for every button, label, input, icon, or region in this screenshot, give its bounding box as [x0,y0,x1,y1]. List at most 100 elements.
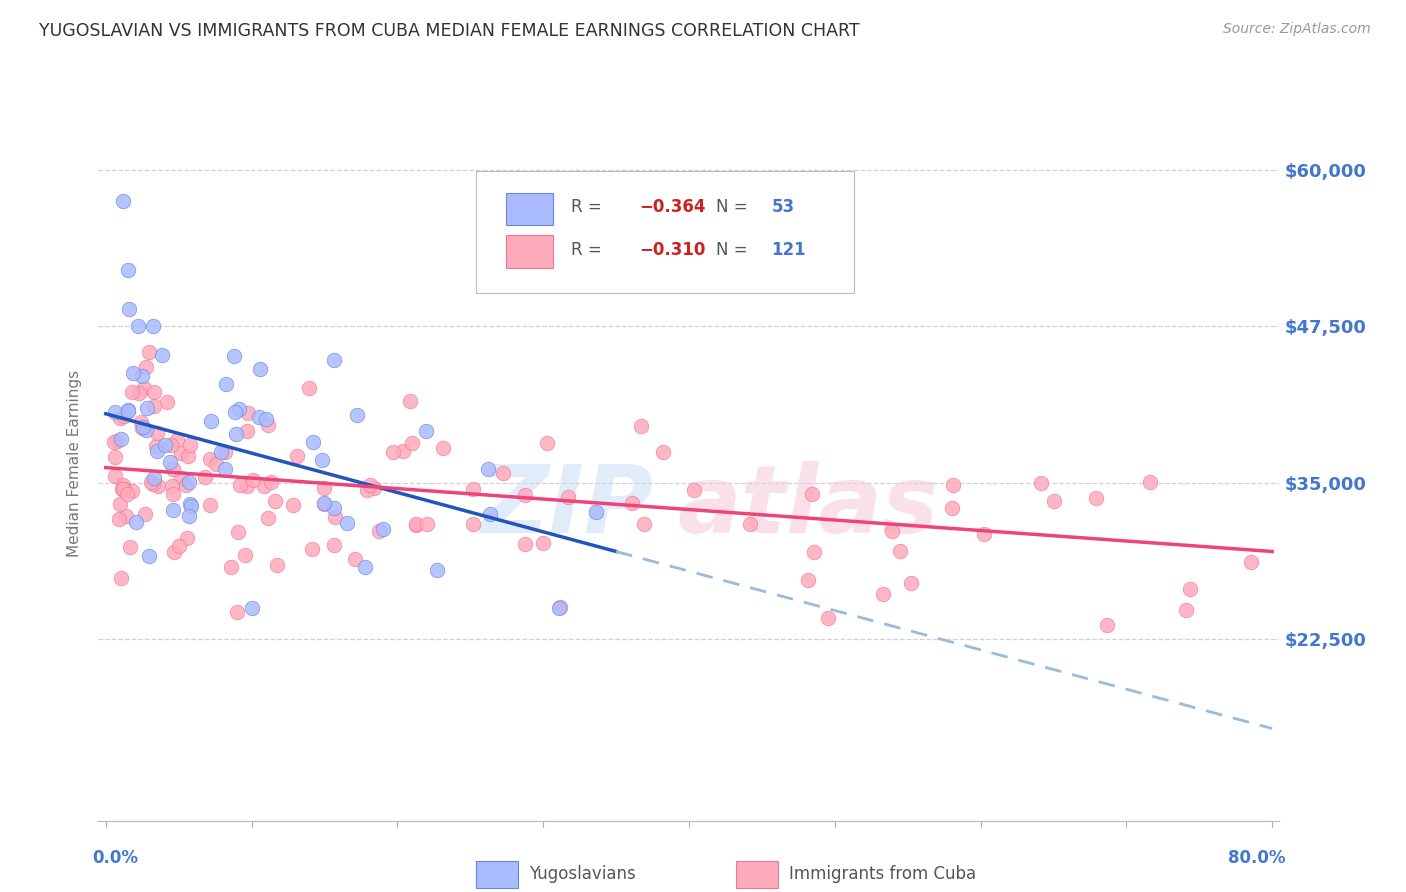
Point [1174,602,1197,616]
Point [121,384,143,399]
Point [392,443,415,458]
Text: atlas: atlas [678,460,938,553]
Point [228,402,250,417]
Point [256,510,278,524]
Point [346,408,368,422]
Point [132,419,155,434]
Point [1178,582,1201,596]
Bar [506,193,553,225]
Point [176,531,198,545]
Point [557,490,579,504]
Point [314,497,336,511]
Point [214,461,236,475]
Point [298,381,321,395]
Point [1139,475,1161,489]
Point [138,549,160,563]
Point [162,503,184,517]
Point [115,508,138,523]
Point [224,405,246,419]
Point [371,522,394,536]
Point [108,411,131,425]
Point [323,538,346,552]
Point [432,441,454,455]
Bar [477,862,517,888]
Point [112,194,135,208]
Point [117,404,139,418]
Point [141,475,163,490]
Bar [506,235,553,268]
Point [135,424,157,438]
Point [112,409,135,423]
Point [127,319,149,334]
Point [117,402,139,417]
Y-axis label: Median Female Earnings: Median Female Earnings [67,370,83,558]
Point [132,381,155,395]
Text: Immigrants from Cuba: Immigrants from Cuba [789,865,976,883]
Point [167,539,190,553]
Point [256,418,278,433]
Text: R =: R = [571,198,607,216]
Point [143,385,166,400]
Point [233,548,256,562]
Point [797,573,820,587]
Point [633,517,655,532]
Point [221,559,243,574]
Point [120,540,142,554]
Point [142,471,165,485]
Point [229,478,252,492]
Point [941,501,963,516]
Text: 121: 121 [772,241,806,259]
Point [477,462,499,476]
Point [260,475,283,489]
Point [142,319,165,334]
Point [416,517,439,532]
Point [111,482,134,496]
Point [135,401,157,415]
Point [240,600,263,615]
Point [228,525,250,540]
Point [311,453,333,467]
Point [314,482,336,496]
Text: N =: N = [716,241,754,259]
Point [156,395,179,409]
Point [312,496,335,510]
Point [143,399,166,413]
Point [111,482,134,496]
Point [162,462,184,476]
Point [108,511,131,525]
Point [105,434,128,449]
Point [817,611,839,625]
Point [1029,476,1052,491]
Point [1085,491,1108,505]
Text: −0.310: −0.310 [640,241,706,259]
Point [159,438,181,452]
Point [104,405,127,419]
Point [128,386,150,401]
Point [129,415,152,429]
Point [1043,494,1066,508]
Point [174,478,197,492]
Point [620,496,643,510]
Point [363,482,385,496]
Point [281,498,304,512]
Point [142,477,165,491]
Point [180,499,202,513]
Point [170,471,193,485]
Point [264,493,287,508]
Point [301,541,323,556]
Point [738,517,761,532]
Point [942,477,965,491]
Point [200,414,222,428]
Point [209,445,232,459]
Bar [737,862,778,888]
Point [463,483,485,497]
Text: 80.0%: 80.0% [1227,849,1285,867]
Point [131,369,153,384]
Point [179,497,201,511]
Point [110,571,132,585]
Point [215,376,238,391]
Text: Yugoslavians: Yugoslavians [530,865,637,883]
Point [872,587,894,601]
Point [166,433,188,447]
Point [112,478,135,492]
